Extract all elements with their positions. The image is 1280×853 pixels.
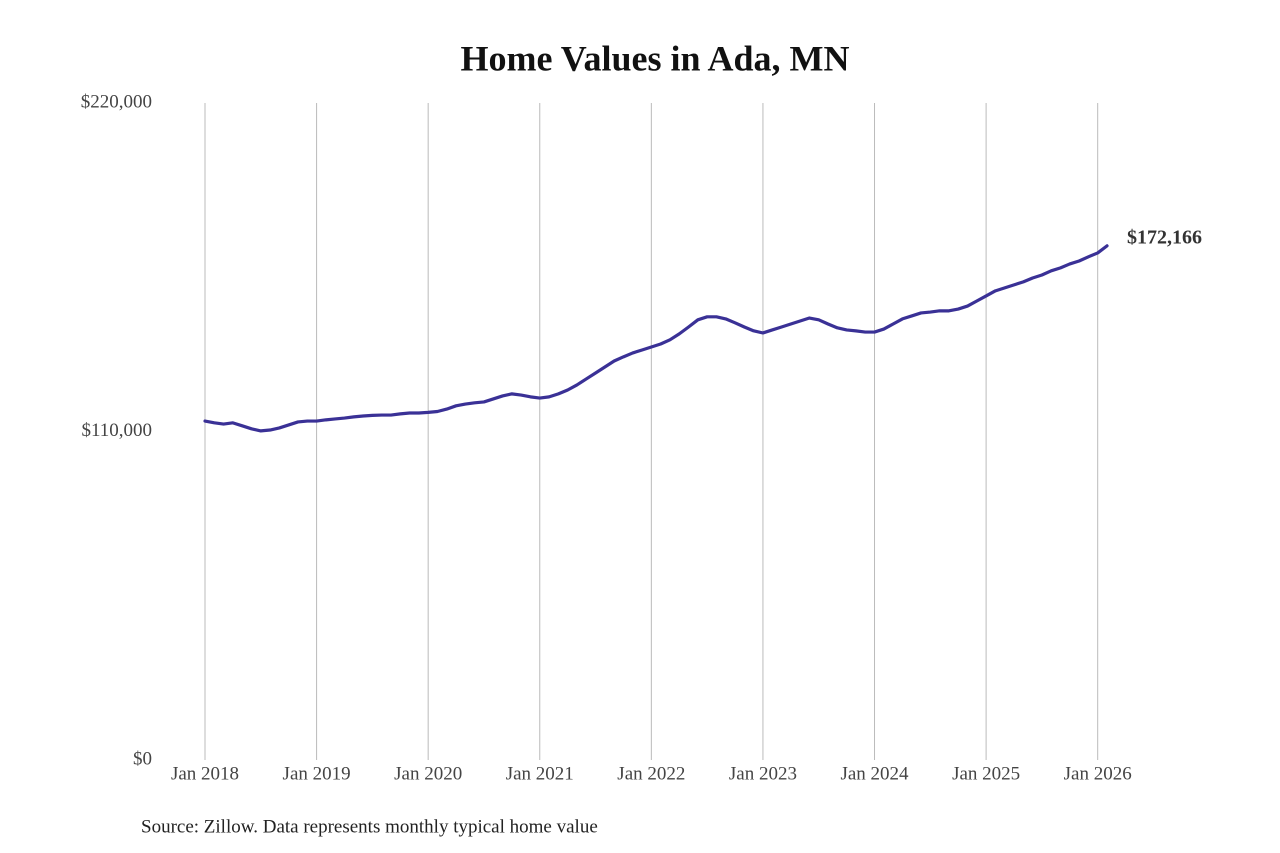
y-tick-label: $220,000 (81, 91, 152, 112)
source-note: Source: Zillow. Data represents monthly … (141, 816, 598, 837)
x-tick-label: Jan 2020 (394, 763, 462, 784)
x-tick-label: Jan 2025 (952, 763, 1020, 784)
x-tick-label: Jan 2018 (171, 763, 239, 784)
line (203, 244, 1109, 433)
y-tick-label: $0 (133, 748, 152, 769)
x-tick-label: Jan 2022 (617, 763, 685, 784)
x-tick-label: Jan 2026 (1064, 763, 1132, 784)
x-tick-label: Jan 2019 (283, 763, 351, 784)
x-tick-label: Jan 2024 (840, 763, 909, 784)
end-value-label: $172,166 (1127, 226, 1202, 248)
x-tick-label: Jan 2021 (506, 763, 574, 784)
chart-title: Home Values in Ada, MN (460, 38, 849, 78)
x-tick-label: Jan 2023 (729, 763, 797, 784)
y-tick-label: $110,000 (81, 420, 152, 441)
